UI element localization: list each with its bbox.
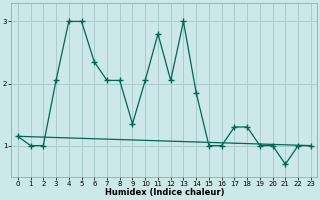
X-axis label: Humidex (Indice chaleur): Humidex (Indice chaleur) <box>105 188 224 197</box>
